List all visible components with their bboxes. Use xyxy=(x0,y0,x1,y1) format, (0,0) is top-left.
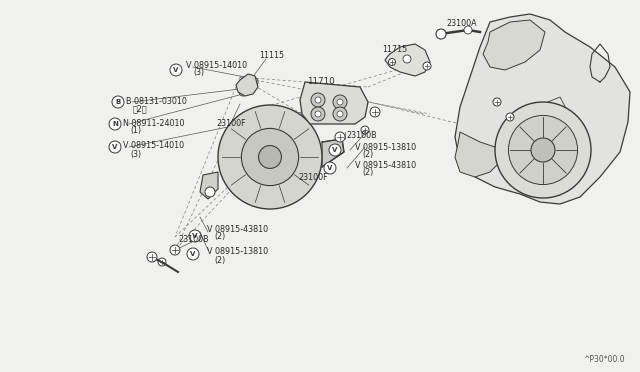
Text: 23100F: 23100F xyxy=(216,119,246,128)
Text: V: V xyxy=(327,165,333,171)
Text: V 08915-13810: V 08915-13810 xyxy=(207,247,268,257)
Text: 〈2〉: 〈2〉 xyxy=(133,105,148,113)
Circle shape xyxy=(315,97,321,103)
Text: (2): (2) xyxy=(362,169,373,177)
Text: V: V xyxy=(192,233,198,239)
Text: 23100B: 23100B xyxy=(178,235,209,244)
Text: 23100B: 23100B xyxy=(346,131,376,140)
Circle shape xyxy=(205,187,215,197)
Polygon shape xyxy=(200,172,218,199)
Circle shape xyxy=(464,26,472,34)
Text: (2): (2) xyxy=(214,256,225,264)
Polygon shape xyxy=(455,132,500,177)
Text: (2): (2) xyxy=(362,151,373,160)
Circle shape xyxy=(335,132,345,142)
Polygon shape xyxy=(455,14,630,204)
Circle shape xyxy=(187,248,199,260)
Text: V: V xyxy=(173,67,179,73)
Text: V 08915-43810: V 08915-43810 xyxy=(207,224,268,234)
Polygon shape xyxy=(236,74,258,96)
Circle shape xyxy=(218,105,322,209)
Text: 23100A: 23100A xyxy=(446,19,477,29)
Text: 11115: 11115 xyxy=(259,51,284,61)
Text: 11715: 11715 xyxy=(382,45,407,54)
Circle shape xyxy=(333,95,347,109)
Text: V: V xyxy=(190,251,196,257)
Circle shape xyxy=(109,141,121,153)
Circle shape xyxy=(361,126,369,134)
Text: (3): (3) xyxy=(130,150,141,158)
Text: V 08915-13810: V 08915-13810 xyxy=(355,142,416,151)
Polygon shape xyxy=(385,44,430,76)
Circle shape xyxy=(170,245,180,255)
Text: (2): (2) xyxy=(214,232,225,241)
Circle shape xyxy=(109,118,121,130)
Circle shape xyxy=(241,128,299,186)
Circle shape xyxy=(370,107,380,117)
Text: V 08915-14010: V 08915-14010 xyxy=(123,141,184,151)
Circle shape xyxy=(311,107,325,121)
Circle shape xyxy=(239,88,247,96)
Circle shape xyxy=(147,252,157,262)
Circle shape xyxy=(508,115,577,185)
Text: N: N xyxy=(112,121,118,127)
Circle shape xyxy=(337,99,343,105)
Text: N 08911-24010: N 08911-24010 xyxy=(123,119,184,128)
Text: (3): (3) xyxy=(193,68,204,77)
Text: V 08915-43810: V 08915-43810 xyxy=(355,160,416,170)
Circle shape xyxy=(506,113,514,121)
Polygon shape xyxy=(322,139,344,167)
Polygon shape xyxy=(483,20,545,70)
Circle shape xyxy=(337,111,343,117)
Circle shape xyxy=(531,138,555,162)
Text: 23100F: 23100F xyxy=(298,173,328,183)
Circle shape xyxy=(329,144,341,156)
Text: ^P30*00.0: ^P30*00.0 xyxy=(584,355,625,364)
Circle shape xyxy=(189,230,201,242)
Polygon shape xyxy=(300,82,368,124)
Text: V 08915-14010: V 08915-14010 xyxy=(186,61,247,70)
Circle shape xyxy=(495,102,591,198)
Text: (1): (1) xyxy=(130,126,141,135)
Circle shape xyxy=(311,93,325,107)
Text: V: V xyxy=(112,144,118,150)
Circle shape xyxy=(388,58,396,65)
Circle shape xyxy=(423,62,431,70)
Circle shape xyxy=(333,107,347,121)
Circle shape xyxy=(170,64,182,76)
Circle shape xyxy=(112,96,124,108)
Circle shape xyxy=(248,77,258,87)
Circle shape xyxy=(324,162,336,174)
Circle shape xyxy=(259,145,282,169)
Circle shape xyxy=(315,111,321,117)
Circle shape xyxy=(158,258,166,266)
Text: 11710: 11710 xyxy=(307,77,335,87)
Circle shape xyxy=(403,55,411,63)
Circle shape xyxy=(493,98,501,106)
Circle shape xyxy=(436,29,446,39)
Text: V: V xyxy=(332,147,338,153)
Text: B 08131-03010: B 08131-03010 xyxy=(126,96,187,106)
Text: B: B xyxy=(115,99,120,105)
